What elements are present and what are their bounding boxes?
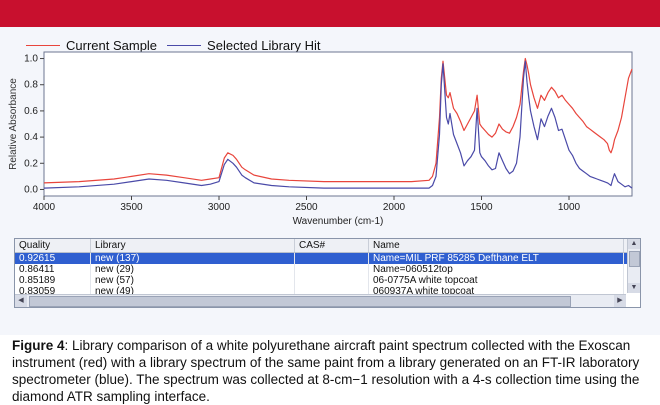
x-tick-label: 3500 — [120, 202, 143, 213]
cell-quality: 0.92615 — [15, 253, 91, 264]
library-results-table: Quality Library CAS# Name 0.92615 new (1… — [14, 238, 641, 308]
y-tick-label: 0.0 — [24, 184, 38, 195]
scroll-down-icon[interactable]: ▼ — [628, 283, 640, 293]
header-band — [0, 0, 660, 27]
vertical-scroll-thumb[interactable] — [629, 251, 640, 267]
cell-name: 060937A white topcoat — [369, 286, 624, 297]
spectrum-chart-svg: 4000 3500 3000 2500 2000 1500 1000 0.0 0.2 0.4 0.6… — [8, 51, 633, 227]
legend-label-current-sample: Current Sample — [66, 37, 158, 53]
cell-library: new (137) — [91, 253, 295, 264]
horizontal-scroll-thumb[interactable] — [29, 296, 571, 307]
scroll-left-icon[interactable]: ◀ — [15, 295, 27, 307]
figure-caption: Figure 4: Library comparison of a white … — [12, 337, 652, 405]
cell-cas — [295, 286, 369, 297]
cell-name: Name=060512top — [369, 264, 624, 275]
caption-label: Figure 4 — [12, 338, 65, 353]
cell-name: Name=MIL PRF 85285 Defthane ELT — [369, 253, 624, 264]
table-row[interactable]: 0.92615 new (137) Name=MIL PRF 85285 Def… — [15, 253, 640, 264]
scroll-up-icon[interactable]: ▲ — [628, 239, 640, 249]
legend-item-current-sample: Current Sample — [26, 38, 157, 53]
legend-swatch-library-hit — [167, 44, 202, 46]
cell-library: new (57) — [91, 275, 295, 286]
y-tick-label: 1.0 — [24, 54, 38, 65]
y-axis-label: Relative Absorbance — [8, 78, 19, 170]
cell-quality: 0.86411 — [15, 264, 91, 275]
table-row[interactable]: 0.86411 new (29) Name=060512top — [15, 264, 640, 275]
x-tick-label: 3000 — [208, 202, 231, 213]
x-tick-label: 2500 — [295, 202, 318, 213]
chart-legend: Current Sample Selected Library Hit — [26, 36, 321, 54]
horizontal-scrollbar[interactable]: ◀ ▶ — [15, 294, 626, 307]
cell-library: new (49) — [91, 286, 295, 297]
cell-name: 06-0775A white topcoat — [369, 275, 624, 286]
series-line-library-hit — [43, 60, 633, 189]
y-tick-label: 0.2 — [24, 158, 38, 169]
cell-cas — [295, 275, 369, 286]
y-tick-label: 0.4 — [24, 132, 38, 143]
cell-quality: 0.85189 — [15, 275, 91, 286]
series-line-current-sample — [43, 57, 633, 184]
cell-library: new (29) — [91, 264, 295, 275]
legend-swatch-current-sample — [26, 44, 60, 46]
scroll-right-icon[interactable]: ▶ — [614, 295, 626, 307]
header-cas[interactable]: CAS# — [295, 239, 369, 252]
x-tick-label: 1500 — [470, 202, 493, 213]
y-tick-label: 0.6 — [24, 106, 38, 117]
spectrum-chart: 4000 3500 3000 2500 2000 1500 1000 0.0 0.2 0.4 0.6… — [0, 50, 660, 230]
y-tick-label: 0.8 — [24, 80, 38, 91]
table-row[interactable]: 0.85189 new (57) 06-0775A white topcoat — [15, 275, 640, 286]
cell-cas — [295, 264, 369, 275]
x-tick-label: 2000 — [383, 202, 406, 213]
legend-label-library-hit: Selected Library Hit — [207, 37, 321, 53]
header-library[interactable]: Library — [91, 239, 295, 252]
table-header: Quality Library CAS# Name — [15, 239, 640, 253]
vertical-scrollbar[interactable]: ▲ ▼ — [627, 239, 640, 293]
header-quality[interactable]: Quality — [15, 239, 91, 252]
cell-cas — [295, 253, 369, 264]
x-tick-label: 4000 — [33, 202, 56, 213]
x-tick-label: 1000 — [558, 202, 581, 213]
cell-quality: 0.83059 — [15, 286, 91, 297]
table-row[interactable]: 0.83059 new (49) 060937A white topcoat — [15, 286, 640, 297]
legend-item-library-hit: Selected Library Hit — [167, 37, 321, 53]
x-axis-label: Wavenumber (cm-1) — [293, 216, 384, 227]
caption-text: : Library comparison of a white polyuret… — [12, 338, 640, 404]
header-name[interactable]: Name — [369, 239, 624, 252]
chart-marks: 4000 3500 3000 2500 2000 1500 1000 0.0 0.2 0.4 0.6… — [24, 54, 633, 213]
